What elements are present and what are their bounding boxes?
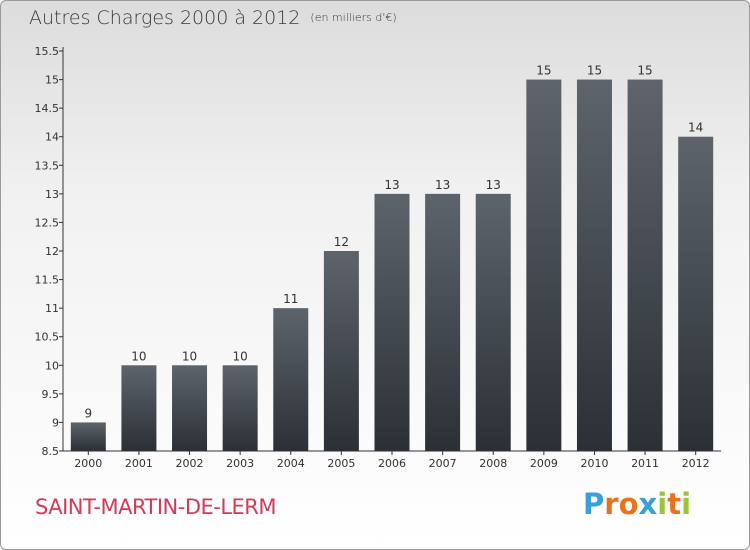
x-tick-label-2009: 2009 <box>530 457 558 470</box>
data-label-2004: 11 <box>283 292 298 306</box>
y-tick-label: 12.5 <box>35 216 60 229</box>
x-tick-label-2007: 2007 <box>429 457 457 470</box>
y-tick-label: 9 <box>52 416 59 429</box>
bar-2010 <box>576 79 612 452</box>
y-tick-label: 12 <box>45 245 59 258</box>
y-tick-label: 11 <box>45 302 59 315</box>
x-tick-label-2002: 2002 <box>176 457 204 470</box>
bar-2008 <box>475 193 511 451</box>
data-label-2009: 15 <box>536 64 551 78</box>
y-tick-label: 15 <box>45 74 59 87</box>
logo-letter: t <box>667 487 682 521</box>
x-tick-label-2006: 2006 <box>378 457 406 470</box>
x-tick-label-2001: 2001 <box>125 457 153 470</box>
chart-subtitle: (en milliers d'€) <box>310 11 397 24</box>
logo-letter: r <box>604 487 619 521</box>
data-label-2006: 13 <box>384 178 399 192</box>
data-label-2002: 10 <box>182 349 197 363</box>
data-label-2011: 15 <box>637 64 652 78</box>
town-name: SAINT-MARTIN-DE-LERM <box>35 495 277 519</box>
logo-letter: P <box>583 487 605 521</box>
x-tick-label-2005: 2005 <box>327 457 355 470</box>
bar-2003 <box>222 365 258 451</box>
y-tick-label: 14.5 <box>35 102 60 115</box>
logo-letter: o <box>618 487 639 521</box>
bar-2000 <box>70 422 106 451</box>
data-label-2001: 10 <box>131 349 146 363</box>
data-label-2012: 14 <box>688 121 703 135</box>
data-label-2007: 13 <box>435 178 450 192</box>
y-tick-label: 10.5 <box>35 331 60 344</box>
bar-2002 <box>172 365 208 451</box>
data-label-2003: 10 <box>233 349 248 363</box>
y-tick-label: 14 <box>45 131 59 144</box>
bar-2007 <box>425 193 461 451</box>
y-tick-label: 13 <box>45 188 59 201</box>
bar-2001 <box>121 365 157 451</box>
x-tick-label-2003: 2003 <box>226 457 254 470</box>
bar-2009 <box>526 79 562 452</box>
proxiti-logo[interactable]: Proxiti <box>583 487 691 521</box>
y-tick-label: 15.5 <box>35 45 60 58</box>
x-tick-label-2010: 2010 <box>580 457 608 470</box>
logo-letter: i <box>657 487 668 521</box>
x-tick-label-2011: 2011 <box>631 457 659 470</box>
x-tick-label-2004: 2004 <box>277 457 305 470</box>
data-label-2008: 13 <box>486 178 501 192</box>
data-label-2000: 9 <box>84 406 92 420</box>
y-tick-label: 11.5 <box>35 274 60 287</box>
bars <box>70 79 714 452</box>
y-tick-label: 8.5 <box>42 445 60 458</box>
data-label-2010: 15 <box>587 64 602 78</box>
x-tick-label-2012: 2012 <box>682 457 710 470</box>
bar-2005 <box>323 251 359 451</box>
chart-title: Autres Charges 2000 à 2012 <box>29 7 301 29</box>
chart-title-block: Autres Charges 2000 à 2012 (en milliers d… <box>29 7 397 29</box>
bar-2004 <box>273 308 309 451</box>
y-tick-label: 13.5 <box>35 159 60 172</box>
x-tick-label-2008: 2008 <box>479 457 507 470</box>
data-label-2005: 12 <box>334 235 349 249</box>
x-axis: 2000 2001 2002 2003 2004 2005 2006 2007 2008 2009… <box>63 450 721 470</box>
bar-2011 <box>627 79 663 452</box>
bar-2012 <box>678 136 714 451</box>
x-tick-label-2000: 2000 <box>74 457 102 470</box>
data-labels: 9 10 10 10 11 12 13 13 13 15 15 15 14 <box>84 64 703 421</box>
y-tick-label: 9.5 <box>42 388 60 401</box>
bar-2006 <box>374 193 410 451</box>
logo-letter: i <box>681 487 692 521</box>
y-tick-label: 10 <box>45 359 59 372</box>
y-axis: 8.5 9 9.5 10 10.5 11 11.5 12 12.5 13 13.5 14 14.5 15 1… <box>35 45 64 458</box>
logo-letter: x <box>638 487 658 521</box>
